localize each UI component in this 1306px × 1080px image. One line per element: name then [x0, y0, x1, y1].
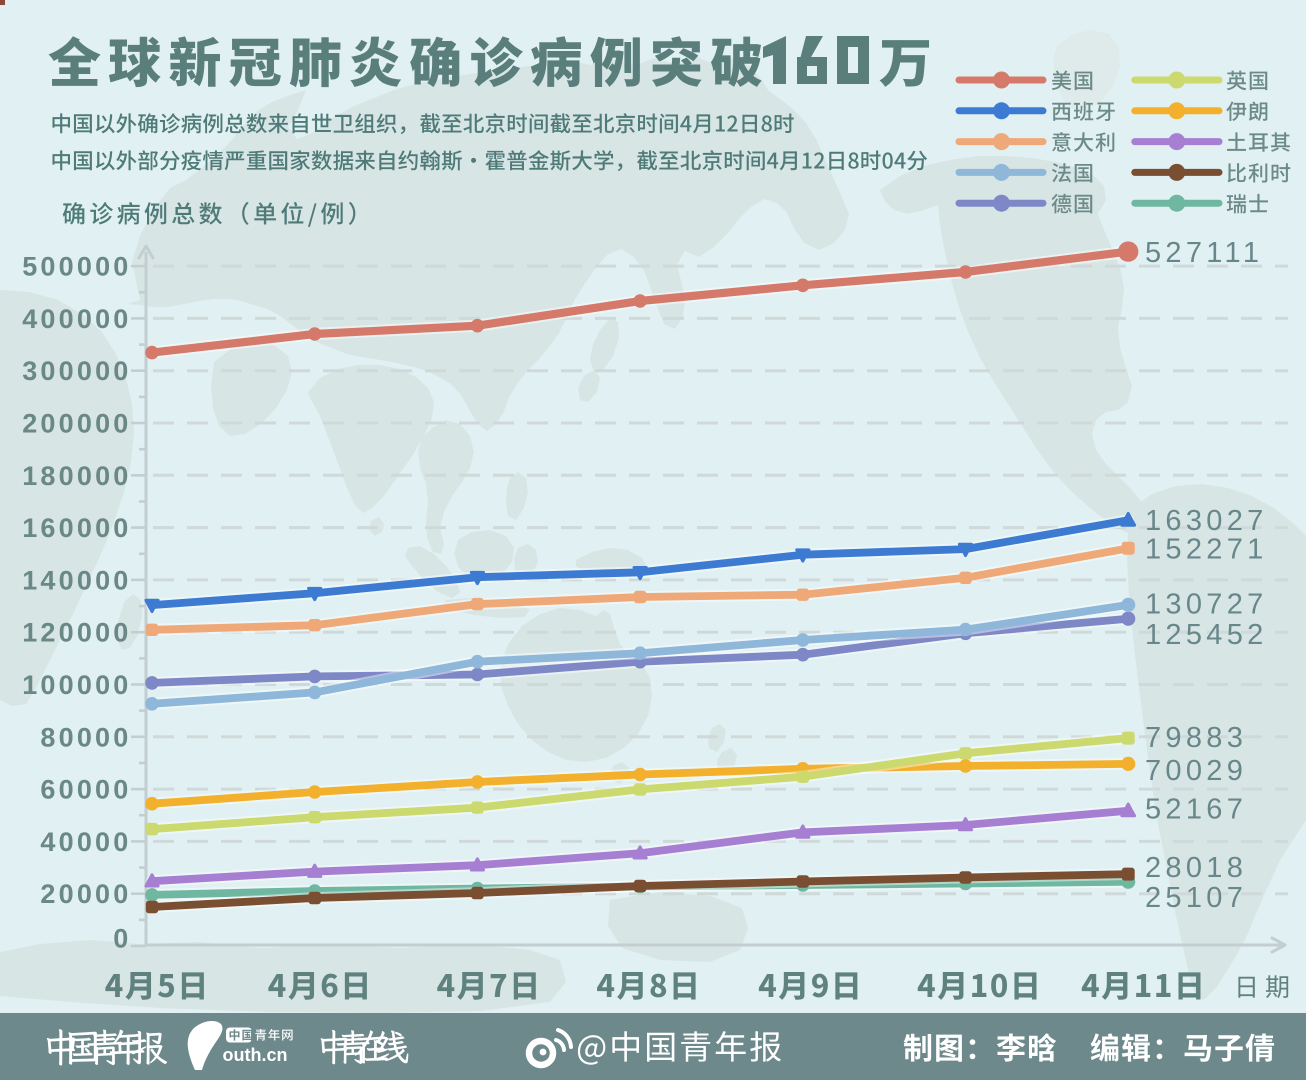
svg-text:79883: 79883 [1145, 722, 1247, 754]
svg-text:130727: 130727 [1145, 589, 1268, 621]
svg-text:28018: 28018 [1145, 852, 1247, 884]
svg-text:70029: 70029 [1145, 755, 1247, 787]
svg-text:outh.cn: outh.cn [223, 1045, 288, 1065]
svg-text:60000: 60000 [40, 775, 131, 805]
svg-text:180000: 180000 [22, 461, 131, 491]
svg-text:200000: 200000 [22, 409, 131, 439]
svg-text:52167: 52167 [1145, 794, 1247, 826]
svg-text:400000: 400000 [22, 304, 131, 334]
svg-text:300000: 300000 [22, 356, 131, 386]
svg-text:120000: 120000 [22, 618, 131, 648]
svg-text:20000: 20000 [40, 879, 131, 909]
svg-text:25107: 25107 [1145, 882, 1247, 914]
svg-text:160000: 160000 [22, 513, 131, 543]
svg-text:527111: 527111 [1145, 237, 1263, 269]
svg-text:80000: 80000 [40, 722, 131, 752]
svg-text:140000: 140000 [22, 565, 131, 595]
svg-text:163027: 163027 [1145, 505, 1268, 537]
svg-text:152271: 152271 [1145, 534, 1268, 566]
svg-text:500000: 500000 [22, 252, 131, 282]
svg-text:40000: 40000 [40, 827, 131, 857]
svg-text:100000: 100000 [22, 670, 131, 700]
svg-text:125452: 125452 [1145, 619, 1268, 651]
svg-text:0: 0 [113, 924, 131, 954]
